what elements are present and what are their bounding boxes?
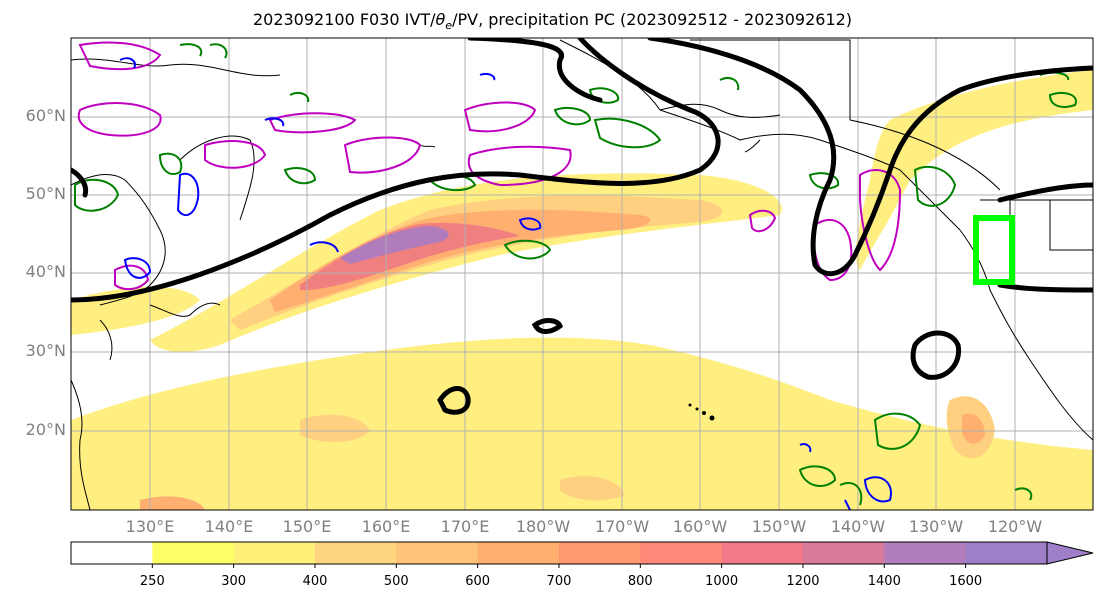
lon-label: 170°E: [440, 517, 490, 536]
colorbar-tick-label: 600: [465, 574, 491, 589]
lon-label: 170°W: [594, 517, 650, 536]
lat-label: 50°N: [25, 184, 66, 203]
lon-label: 180°W: [515, 517, 571, 536]
map-frame: [70, 37, 1094, 511]
colorbar-tick-label: 800: [627, 574, 653, 589]
theta-e-contours: [71, 38, 1093, 415]
islands: [688, 403, 715, 421]
lon-label: 150°W: [751, 517, 807, 536]
colorbar-tick-label: 1600: [949, 574, 983, 589]
lon-label: 140°W: [830, 517, 886, 536]
map-title: 2023092100 F030 IVT/θe/PV, precipitation…: [252, 10, 853, 33]
colorbar-tick-label: 250: [139, 574, 165, 589]
lon-label: 130°W: [908, 517, 964, 536]
region-box: [973, 215, 1015, 285]
lon-label: 160°E: [361, 517, 411, 536]
lat-label: 30°N: [25, 341, 66, 360]
lon-label: 120°W: [987, 517, 1043, 536]
pv-green-contours: [74, 43, 1077, 506]
lon-label: 130°E: [125, 517, 175, 536]
colorbar-tick-label: 300: [221, 574, 247, 589]
colorbar-tick-label: 1000: [705, 574, 739, 589]
lon-label: 140°E: [204, 517, 254, 536]
lat-label: 20°N: [25, 420, 66, 439]
lat-label: 40°N: [25, 262, 66, 281]
pv-blue-contours: [119, 57, 892, 510]
colorbar-tick-label: 1400: [867, 574, 901, 589]
pv-magenta-contours: [77, 41, 902, 291]
colorbar-tick-label: 700: [546, 574, 572, 589]
lon-label: 160°W: [672, 517, 728, 536]
lon-label: 150°E: [282, 517, 332, 536]
colorbar-tick-label: 500: [383, 574, 409, 589]
colorbar-tick-label: 1200: [786, 574, 820, 589]
lat-label: 60°N: [25, 106, 66, 125]
colorbar-tick-label: 400: [302, 574, 328, 589]
